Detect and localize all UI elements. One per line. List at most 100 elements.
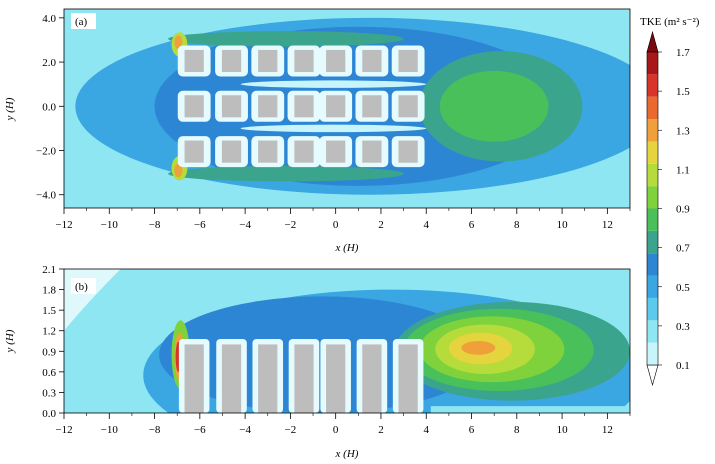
panel-b-tag: (b) bbox=[75, 281, 88, 293]
panel-b-frame bbox=[63, 268, 631, 414]
x-tick-label: −8 bbox=[149, 219, 161, 231]
x-tick-label: −12 bbox=[55, 424, 72, 436]
panel-b-ticks: −12 −10 −8 −6 −4 −2 0 2 4 6 8 10 12 0.0 0.3 0.6 0.9 1.2 1.… bbox=[42, 264, 631, 436]
y-tick-label: −4.0 bbox=[36, 190, 56, 202]
colorbar-tick-label: 0.7 bbox=[676, 243, 690, 255]
colorbar-band bbox=[647, 52, 658, 75]
panel-a-building bbox=[326, 140, 346, 163]
panel-a-building bbox=[221, 49, 242, 73]
panel-b-ground-band bbox=[430, 406, 630, 413]
panel-a-building bbox=[398, 49, 418, 73]
colorbar-tick-label: 0.3 bbox=[676, 321, 690, 333]
panel-b-xlabel: x (H) bbox=[335, 448, 359, 460]
x-tick-label: 4 bbox=[423, 424, 429, 436]
x-tick-label: 2 bbox=[378, 424, 384, 436]
x-tick-label: 4 bbox=[423, 219, 429, 231]
panel-a-building bbox=[294, 95, 314, 118]
panel-a-tke-region bbox=[168, 31, 404, 47]
colorbar-band bbox=[647, 96, 658, 120]
panel-a-building bbox=[362, 49, 382, 73]
panel-a-building bbox=[398, 95, 418, 118]
panel-a-building bbox=[294, 49, 314, 73]
y-tick-label: 4.0 bbox=[42, 13, 56, 25]
panel-a-building bbox=[258, 140, 278, 163]
panel-a-tke-region bbox=[240, 124, 427, 133]
panel-a-building bbox=[398, 140, 418, 163]
panel-a-building bbox=[221, 95, 242, 118]
colorbar-band bbox=[647, 208, 658, 231]
panel-b-building bbox=[184, 344, 204, 413]
panel-b-building bbox=[398, 344, 418, 413]
y-tick-label: 1.5 bbox=[42, 305, 56, 317]
colorbar-bands bbox=[646, 30, 659, 387]
colorbar-tick-label: 1.1 bbox=[676, 164, 690, 176]
colorbar-band bbox=[647, 275, 658, 298]
x-tick-label: 0 bbox=[333, 219, 339, 231]
x-tick-label: −2 bbox=[285, 219, 297, 231]
panel-a-tke-region bbox=[439, 70, 549, 142]
panel-a-tke-region bbox=[174, 163, 183, 178]
colorbar-band bbox=[647, 163, 658, 187]
panel-a-tke-region bbox=[168, 165, 404, 182]
colorbar-tick-label: 1.7 bbox=[676, 47, 690, 59]
panel-a-building bbox=[362, 95, 382, 118]
y-tick-label: 0.3 bbox=[42, 387, 56, 399]
colorbar-tick-label: 0.1 bbox=[676, 360, 690, 372]
colorbar-tick-label: 0.5 bbox=[676, 282, 690, 294]
panel-b: (b) −12 −10 −8 −6 −4 −2 0 2 4 6 8 10 12 0.0 0.3 0.6 0.9 1… bbox=[4, 264, 631, 460]
panel-b-buildings bbox=[184, 344, 418, 413]
panel-a-building bbox=[184, 49, 204, 73]
colorbar-band bbox=[647, 297, 658, 321]
x-tick-label: 0 bbox=[333, 424, 339, 436]
colorbar-band bbox=[647, 119, 658, 142]
panel-a-building bbox=[294, 140, 314, 163]
x-tick-label: −6 bbox=[194, 219, 206, 231]
panel-a-building bbox=[326, 95, 346, 118]
panel-a-tke-field bbox=[64, 9, 630, 208]
colorbar-band bbox=[647, 253, 658, 276]
panel-b-building bbox=[294, 344, 314, 413]
colorbar-min-arrow bbox=[646, 364, 659, 387]
colorbar: TKE (m² s⁻²) 1.7 1.5 1.3 1.1 0.9 0.7 0.5 0.3 0.1 bbox=[640, 16, 700, 387]
y-tick-label: 0.0 bbox=[42, 408, 56, 420]
colorbar-max-arrow bbox=[646, 30, 659, 53]
x-tick-label: −4 bbox=[239, 219, 251, 231]
y-tick-label: 0.0 bbox=[42, 101, 56, 113]
colorbar-band bbox=[647, 74, 658, 97]
y-tick-label: 1.2 bbox=[42, 326, 56, 338]
panel-b-building bbox=[221, 344, 242, 413]
colorbar-tick-label: 1.3 bbox=[676, 125, 690, 137]
y-tick-label: 1.8 bbox=[42, 285, 56, 297]
panel-a-tke-region bbox=[174, 35, 183, 49]
panel-a-building bbox=[221, 140, 242, 163]
panel-a-building bbox=[362, 140, 382, 163]
panel-a-tag-box bbox=[71, 13, 96, 29]
colorbar-band bbox=[647, 342, 658, 365]
colorbar-band bbox=[647, 186, 658, 209]
colorbar-band bbox=[647, 320, 658, 343]
colorbar-tick-label: 0.9 bbox=[676, 204, 690, 216]
x-tick-label: −10 bbox=[101, 219, 119, 231]
panel-a-ylabel: y (H) bbox=[4, 97, 16, 121]
x-tick-label: −12 bbox=[55, 219, 72, 231]
panel-a-building bbox=[258, 95, 278, 118]
x-tick-label: −8 bbox=[149, 424, 161, 436]
panel-a-frame bbox=[63, 8, 631, 209]
colorbar-title: TKE (m² s⁻²) bbox=[640, 16, 700, 28]
panel-a-xlabel: x (H) bbox=[335, 242, 359, 254]
y-tick-label: 0.6 bbox=[42, 367, 56, 379]
panel-b-building bbox=[326, 344, 346, 413]
x-tick-label: 8 bbox=[514, 219, 520, 231]
panel-a-ticks: −12 −10 −8 −6 −4 −2 0 2 4 6 8 10 12 4.0 2.0 0.0 −2.0 −4.0 bbox=[36, 13, 631, 231]
x-tick-label: −10 bbox=[101, 424, 119, 436]
x-tick-label: −2 bbox=[285, 424, 297, 436]
x-tick-label: 10 bbox=[557, 424, 569, 436]
x-tick-label: −4 bbox=[239, 424, 251, 436]
x-tick-label: 10 bbox=[557, 219, 569, 231]
colorbar-band bbox=[647, 141, 658, 164]
panel-a-building bbox=[326, 49, 346, 73]
panel-b-building bbox=[258, 344, 278, 413]
panel-a-building bbox=[184, 95, 204, 118]
y-tick-label: 2.0 bbox=[42, 57, 56, 69]
